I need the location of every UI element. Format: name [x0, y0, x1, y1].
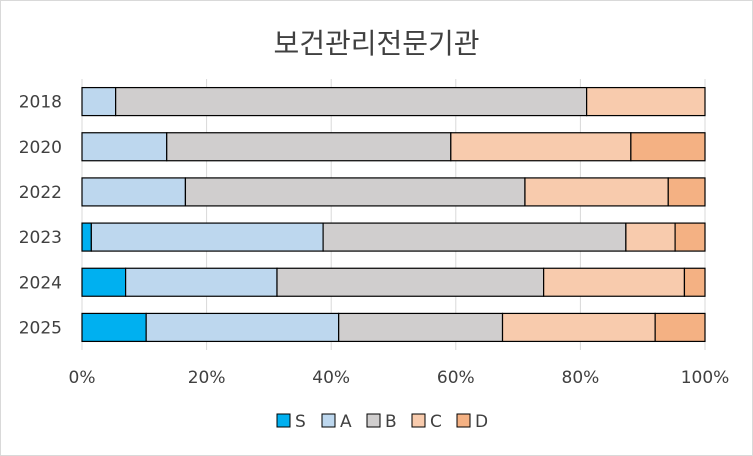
x-tick-label: 100%: [681, 368, 730, 388]
bar-B-2018: [115, 86, 588, 117]
legend-swatch-A: [321, 413, 336, 428]
bar-A-2022: [81, 177, 187, 207]
bar-C-2022: [524, 177, 669, 207]
x-tick-label: 20%: [188, 368, 226, 388]
y-tick-label: 2020: [19, 138, 62, 158]
x-tick-label: 40%: [312, 368, 350, 388]
bar-C-2020: [450, 132, 632, 162]
bar-B-2025: [338, 312, 504, 343]
bar-A-2025: [145, 312, 340, 343]
bar-D-2025: [654, 312, 706, 343]
bar-D-2020: [630, 132, 706, 162]
legend-label-D: D: [475, 412, 488, 432]
bar-S-2025: [81, 312, 147, 343]
bar-A-2018: [81, 86, 117, 117]
y-tick-label: 2024: [19, 273, 62, 293]
bar-A-2023: [90, 222, 324, 252]
legend-label-B: B: [385, 412, 397, 432]
y-tick-label: 2023: [19, 228, 62, 248]
bar-D-2024: [683, 267, 706, 297]
bar-D-2023: [674, 222, 706, 252]
bar-S-2024: [81, 267, 127, 297]
chart-title: 보건관리전문기관: [273, 27, 480, 60]
bar-D-2022: [667, 177, 706, 207]
bar-A-2020: [81, 132, 168, 162]
legend-swatch-D: [456, 413, 471, 428]
bar-A-2024: [125, 267, 278, 297]
x-tick-label: 60%: [437, 368, 475, 388]
bar-C-2024: [543, 267, 686, 297]
bar-B-2023: [322, 222, 627, 252]
legend-swatch-C: [411, 413, 426, 428]
legend-label-C: C: [430, 412, 442, 432]
bar-C-2018: [586, 86, 706, 117]
y-tick-label: 2025: [19, 318, 62, 338]
bar-S-2023: [81, 222, 92, 252]
legend-label-S: S: [295, 412, 306, 432]
legend-swatch-B: [366, 413, 381, 428]
bar-B-2022: [184, 177, 526, 207]
bar-C-2023: [625, 222, 676, 252]
x-tick-label: 0%: [69, 368, 96, 388]
bar-B-2020: [166, 132, 452, 162]
bar-B-2024: [276, 267, 545, 297]
y-tick-label: 2022: [19, 183, 62, 203]
legend-label-A: A: [340, 412, 352, 432]
y-tick-label: 2018: [19, 93, 62, 113]
legend-swatch-S: [276, 413, 291, 428]
x-tick-label: 80%: [562, 368, 600, 388]
bar-C-2025: [501, 312, 656, 343]
